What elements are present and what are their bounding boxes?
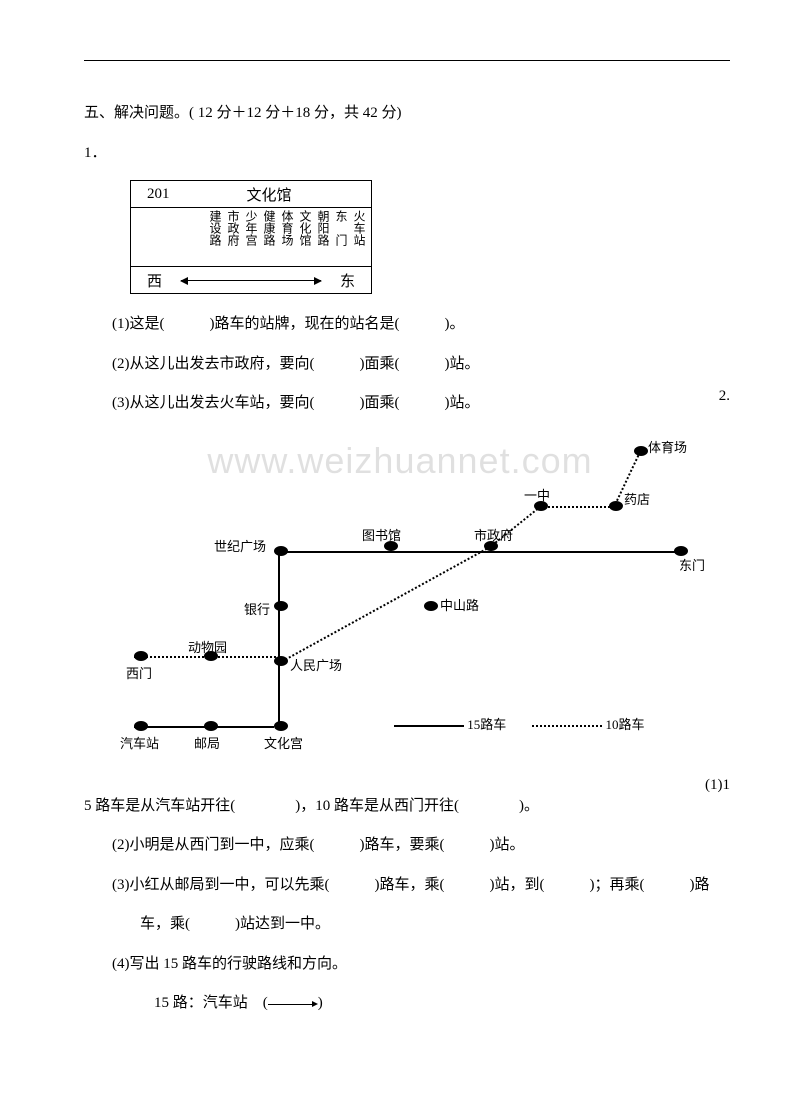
legend: 15路车 10路车	[394, 714, 645, 733]
east-label: 东	[340, 270, 355, 291]
bus-stop: 朝阳路	[317, 210, 329, 264]
q2-sub1: 5 路车是从汽车站开往( )，10 路车是从西门开往( )。	[84, 794, 730, 820]
q1-sub2: (2)从这儿出发去市政府，要向( )面乘( )站。	[84, 352, 730, 378]
map-node-bank	[274, 601, 288, 611]
map-label-eastgate: 东门	[679, 555, 705, 574]
map-label-peoplesq: 人民广场	[290, 655, 342, 674]
q1-number: 1．	[84, 141, 730, 167]
section-heading: 五、解决问题。( 12 分＋12 分＋18 分，共 42 分)	[84, 101, 730, 127]
q2-sub1-lead: (1)1	[705, 777, 730, 794]
map-label-no1mid: 一中	[524, 485, 550, 504]
q2-sub2: (2)小明是从西门到一中，应乘( )路车，要乘( )站。	[84, 833, 730, 859]
bus-stop: 火车站	[353, 210, 365, 264]
bus-route-number: 201	[131, 186, 207, 203]
q2-number: 2.	[719, 388, 730, 405]
bus-stop: 文化馆	[299, 210, 311, 264]
map-node-century	[274, 546, 288, 556]
double-arrow-icon	[181, 280, 321, 281]
map-label-zoo: 动物园	[188, 637, 227, 656]
map-node-post	[204, 721, 218, 731]
route-10-segment	[540, 506, 614, 508]
map-label-westgate: 西门	[126, 663, 152, 682]
bus-stop: 少年宫	[245, 210, 257, 264]
q2-sub4b: 15 路：汽车站 ()	[84, 991, 730, 1017]
map-label-culture: 文化宫	[264, 733, 303, 752]
bus-direction-row: 西 东	[131, 267, 371, 293]
west-label: 西	[147, 270, 162, 291]
map-node-peoplesq	[274, 656, 288, 666]
legend-dotted-line-icon	[532, 725, 602, 727]
bus-stop: 体育场	[281, 210, 293, 264]
map-node-stadium	[634, 446, 648, 456]
bus-stop: 市政府	[227, 210, 239, 264]
map-label-century: 世纪广场	[214, 536, 266, 555]
map-label-drugstore: 药店	[624, 489, 650, 508]
q1-sub3: (3)从这儿出发去火车站，要向( )面乘( )站。	[84, 391, 730, 417]
map-node-westgate	[134, 651, 148, 661]
legend-bus10: 10路车	[606, 717, 645, 732]
map-label-busstn: 汽车站	[120, 733, 159, 752]
q1-sub1: (1)这是( )路车的站牌，现在的站名是( )。	[84, 312, 730, 338]
q2-sub3b: 车，乘( )站达到一中。	[84, 912, 730, 938]
q2-sub4b-prefix: 15 路：汽车站 (	[154, 995, 268, 1011]
bus-sign-header: 201 文化馆	[131, 181, 371, 208]
legend-bus15: 15路车	[467, 717, 506, 732]
legend-solid-line-icon	[394, 725, 464, 727]
map-node-zhongshan	[424, 601, 438, 611]
q2-sub3a: (3)小红从邮局到一中，可以先乘( )路车，乘( )站，到( )；再乘( )路	[84, 873, 730, 899]
bus-sign: 201 文化馆 火车站 东 门 朝阳路 文化馆 体育场 健康路 少年宫 市政府 …	[130, 180, 372, 294]
map-label-zhongshan: 中山路	[440, 595, 479, 614]
route-15-segment	[278, 552, 280, 727]
bus-sign-title: 文化馆	[207, 184, 371, 205]
bus-stop: 建设路	[209, 210, 221, 264]
map-label-citygov: 市政府	[474, 525, 513, 544]
top-rule	[84, 60, 730, 61]
map-node-busstn	[134, 721, 148, 731]
bus-stop: 健康路	[263, 210, 275, 264]
bus-stop: 东 门	[335, 210, 347, 264]
q2-sub4a: (4)写出 15 路车的行驶路线和方向。	[84, 952, 730, 978]
map-node-culture	[274, 721, 288, 731]
map-label-stadium: 体育场	[648, 437, 687, 456]
map-label-bank: 银行	[244, 599, 270, 618]
route-map: 15路车 10路车 体育场药店 一中市政府 图书馆东门 世纪广场中山路 银行西门 动物园人…	[104, 431, 724, 771]
map-node-drugstore	[609, 501, 623, 511]
bus-stops-row: 火车站 东 门 朝阳路 文化馆 体育场 健康路 少年宫 市政府 建设路	[131, 208, 371, 267]
q2-sub4b-suffix: )	[318, 995, 323, 1011]
map-label-library: 图书馆	[362, 525, 401, 544]
map-label-post: 邮局	[194, 733, 220, 752]
